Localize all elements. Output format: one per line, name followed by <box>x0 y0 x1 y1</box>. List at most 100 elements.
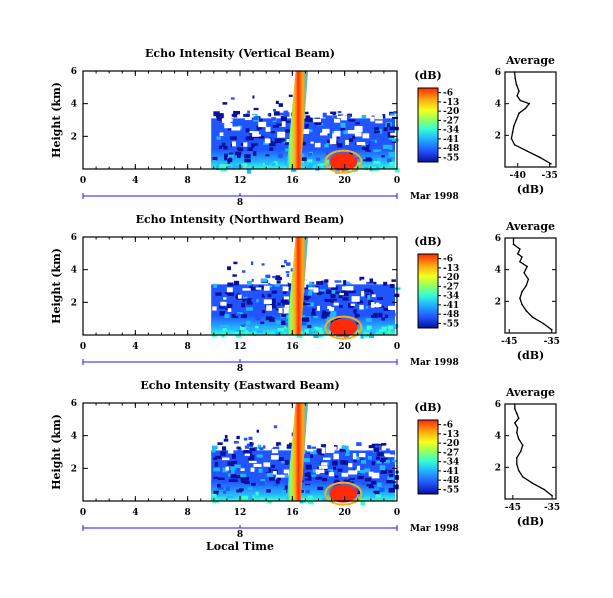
echo-cell <box>217 162 222 166</box>
echo-cell <box>273 280 281 284</box>
echo-gap <box>358 453 366 458</box>
echo-cell <box>229 136 237 140</box>
colorbar-label: -34 <box>443 292 459 302</box>
x-tick-label: 20 <box>338 176 351 186</box>
profile-y-tick-label: 2 <box>495 463 501 473</box>
x-tick-label: 0 <box>394 176 400 186</box>
echo-cell <box>342 297 349 301</box>
echo-gap <box>370 302 375 308</box>
echo-cell <box>216 165 220 170</box>
profile-point <box>531 482 534 484</box>
echo-gap <box>321 447 326 454</box>
echo-cell <box>278 103 283 107</box>
echo-cell <box>301 157 307 162</box>
echo-cell <box>271 163 276 166</box>
echo-cell <box>381 443 387 446</box>
echo-cell <box>388 137 395 140</box>
echo-cell <box>280 299 288 303</box>
echo-cell <box>326 289 332 295</box>
echo-cell <box>260 497 264 500</box>
plume <box>286 403 309 501</box>
echo-cell <box>237 312 243 315</box>
colorbar-label: -6 <box>443 421 453 431</box>
x-tick-label: 0 <box>80 176 86 186</box>
echo-cell <box>382 114 386 119</box>
x-tick-label: 0 <box>394 508 400 518</box>
profile-frame <box>504 71 557 168</box>
y-tick-label: 2 <box>71 298 77 308</box>
x-tick-label: 8 <box>185 176 191 186</box>
echo-cell <box>374 127 380 131</box>
echo-cell <box>270 130 276 134</box>
x-tick-label: 20 <box>338 508 351 518</box>
echo-cell <box>277 328 285 331</box>
profile-point <box>523 272 525 274</box>
echo-cell <box>254 315 260 320</box>
echo-cell <box>250 462 254 466</box>
echo-cell <box>213 111 220 117</box>
echo-gap <box>313 118 322 123</box>
echo-cell <box>373 281 377 285</box>
echo-cell <box>217 483 221 488</box>
profile-point <box>526 265 528 268</box>
echo-gap <box>341 286 349 291</box>
echo-cell <box>249 454 255 460</box>
echo-cell <box>265 316 273 321</box>
echo-cell <box>230 466 236 471</box>
echo-gap <box>244 117 252 121</box>
echo-gap <box>352 453 357 460</box>
echo-gap <box>394 454 402 461</box>
echo-cell <box>227 461 232 466</box>
echo-cell <box>277 457 284 461</box>
echo-cell <box>320 444 327 448</box>
echo-cell <box>267 293 272 298</box>
panel-title: Echo Intensity (Northward Beam) <box>136 213 345 226</box>
echo-cell <box>379 459 386 462</box>
echo-cell <box>227 282 234 287</box>
echo-cell <box>243 114 250 117</box>
echo-gap <box>283 469 289 474</box>
echo-cell <box>223 324 230 329</box>
echo-cell <box>316 281 324 285</box>
profile-point <box>531 316 534 318</box>
strong-echo <box>329 152 358 171</box>
echo-cell <box>266 489 271 493</box>
echo-gap <box>258 121 267 128</box>
echo-cell <box>230 298 236 303</box>
echo-cell <box>355 122 361 125</box>
echo-gap <box>249 130 254 134</box>
echo-cell <box>379 487 385 492</box>
echo-cell <box>237 147 244 152</box>
echo-cell <box>332 115 337 119</box>
echo-cell <box>318 455 322 459</box>
echo-cell <box>223 137 231 140</box>
echo-cell <box>320 325 326 329</box>
panel-title: Echo Intensity (Eastward Beam) <box>140 379 339 392</box>
echo-cell <box>246 320 251 325</box>
echo-cell <box>240 314 247 318</box>
echo-cell <box>334 280 342 283</box>
echo-cell <box>314 120 322 125</box>
echo-cell <box>320 289 326 292</box>
echo-cell <box>352 135 356 140</box>
echo-cell <box>319 331 324 336</box>
echo-cell <box>383 459 390 464</box>
profile-point <box>543 488 546 491</box>
echo-cell <box>383 281 388 286</box>
echo-gap <box>314 142 321 148</box>
echo-cell <box>241 270 246 273</box>
echo-cell <box>260 278 268 283</box>
profile-point <box>521 256 523 258</box>
date-tick-label: 8 <box>237 198 243 208</box>
echo-cell <box>371 115 378 120</box>
echo-gap <box>310 141 314 144</box>
echo-cell <box>258 468 263 473</box>
echo-cell <box>227 473 233 477</box>
echo-gap <box>243 142 248 147</box>
echo-cell <box>222 490 227 494</box>
echo-cell <box>236 446 241 450</box>
colorbar-label: -6 <box>443 89 453 99</box>
echo-cell <box>364 468 371 473</box>
echo-gap <box>305 281 310 285</box>
colorbar-label: -48 <box>443 310 459 320</box>
